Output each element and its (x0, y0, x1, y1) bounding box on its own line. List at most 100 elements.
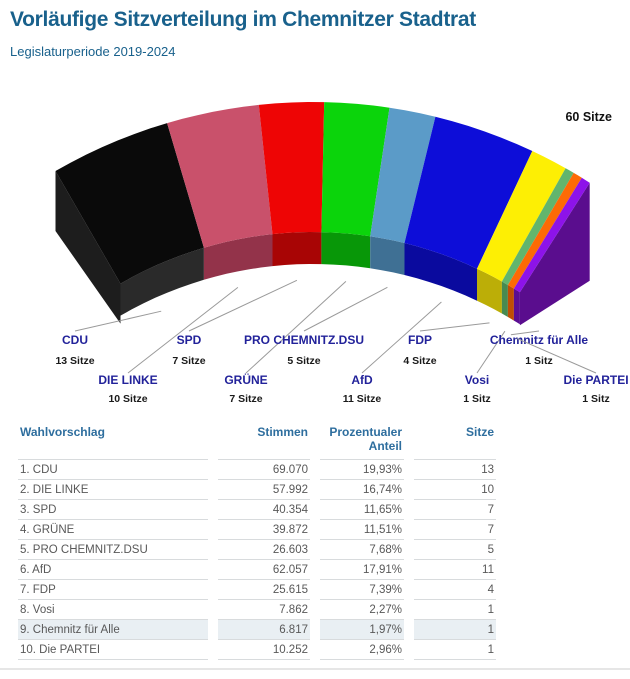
chart-seat-count-label: 1 Sitz (582, 393, 609, 405)
chart-inner-wall (513, 288, 520, 325)
results-table-header-row: Wahlvorschlag Stimmen Prozentualer Antei… (18, 423, 496, 460)
cell-party: 7. FDP (18, 580, 208, 600)
chart-seat-count-label: 7 Sitze (229, 393, 262, 405)
cell-party: 9. Chemnitz für Alle (18, 620, 208, 640)
table-row[interactable]: 2. DIE LINKE 57.992 16,74% 10 (18, 480, 496, 500)
page-header: Vorläufige Sitzverteilung im Chemnitzer … (10, 8, 620, 59)
chart-party-label: Vosi (465, 373, 489, 387)
chart-segment (370, 107, 436, 243)
cell-percent: 11,51% (320, 520, 404, 540)
leader-line (245, 281, 347, 374)
chart-inner-wall (120, 247, 204, 316)
seat-chart-svg: CDU 13 Sitze DIE LINKE 10 Sitze SPD 7 Sitze GR… (55, 102, 629, 405)
chart-segment (507, 172, 582, 289)
cell-seats: 1 (414, 640, 496, 660)
table-row[interactable]: 7. FDP 25.615 7,39% 4 (18, 580, 496, 600)
bottom-divider (0, 668, 630, 670)
cell-seats: 5 (414, 540, 496, 560)
table-row[interactable]: 6. AfD 62.057 17,91% 11 (18, 560, 496, 580)
cell-votes: 40.354 (218, 500, 310, 520)
leader-line (188, 279, 298, 332)
leader-line (127, 287, 239, 374)
leader-line (476, 330, 506, 374)
chart-party-label: AfD (351, 373, 373, 387)
cell-votes: 39.872 (218, 520, 310, 540)
cell-seats: 13 (414, 460, 496, 480)
cell-party: 5. PRO CHEMNITZ.DSU (18, 540, 208, 560)
chart-seat-count-label: 10 Sitze (108, 393, 147, 405)
chart-party-label: GRÜNE (224, 372, 267, 387)
chart-seat-count-label: 7 Sitze (172, 355, 205, 367)
cell-percent: 19,93% (320, 460, 404, 480)
chart-seat-count-label: 13 Sitze (55, 355, 94, 367)
cell-votes: 25.615 (218, 580, 310, 600)
cell-party: 6. AfD (18, 560, 208, 580)
chart-segment (404, 116, 533, 269)
chart-inner-wall (370, 236, 405, 275)
chart-inner-wall (477, 268, 502, 314)
cell-votes: 69.070 (218, 460, 310, 480)
cell-party: 2. DIE LINKE (18, 480, 208, 500)
page-subtitle: Legislaturperiode 2019-2024 (10, 44, 176, 59)
cell-party: 3. SPD (18, 500, 208, 520)
chart-segment (55, 123, 204, 284)
cell-percent: 16,74% (320, 480, 404, 500)
chart-seat-count-label: 1 Sitz (463, 393, 490, 405)
cell-votes: 62.057 (218, 560, 310, 580)
leader-line (516, 337, 597, 374)
chart-segment (501, 168, 574, 285)
cell-percent: 7,68% (320, 540, 404, 560)
cell-party: 10. Die PARTEI (18, 640, 208, 660)
column-header-wahlvorschlag: Wahlvorschlag (18, 423, 208, 460)
column-header-stimmen: Stimmen (218, 423, 310, 460)
chart-party-label: Die PARTEI (563, 373, 628, 387)
leader-line (419, 322, 490, 332)
chart-seat-count-label: 11 Sitze (343, 393, 382, 405)
leader-line (74, 310, 162, 332)
table-row[interactable]: 5. PRO CHEMNITZ.DSU 26.603 7,68% 5 (18, 540, 496, 560)
chart-party-label: SPD (177, 333, 202, 347)
chart-segment (258, 102, 325, 235)
chart-inner-wall (321, 232, 371, 269)
chart-inner-wall (272, 232, 322, 267)
cell-party: 8. Vosi (18, 600, 208, 620)
chart-segment (513, 177, 590, 293)
chart-right-end-cap (519, 182, 590, 326)
chart-segment (321, 102, 390, 237)
leader-line (361, 301, 442, 374)
table-row[interactable]: 1. CDU 69.070 19,93% 13 (18, 460, 496, 480)
chart-party-label: Chemnitz für Alle (490, 333, 589, 347)
chart-seat-count-label: 5 Sitze (287, 355, 320, 367)
chart-segment (477, 151, 566, 282)
cell-percent: 11,65% (320, 500, 404, 520)
cell-seats: 1 (414, 620, 496, 640)
cell-votes: 6.817 (218, 620, 310, 640)
chart-party-label: PRO CHEMNITZ.DSU (244, 333, 364, 347)
cell-seats: 10 (414, 480, 496, 500)
table-row[interactable]: 10. Die PARTEI 10.252 2,96% 1 (18, 640, 496, 660)
table-row[interactable]: 9. Chemnitz für Alle 6.817 1,97% 1 (18, 620, 496, 640)
cell-percent: 2,96% (320, 640, 404, 660)
cell-votes: 10.252 (218, 640, 310, 660)
column-header-sitze: Sitze (414, 423, 496, 460)
cell-seats: 11 (414, 560, 496, 580)
chart-left-side-face (55, 171, 121, 324)
cell-seats: 4 (414, 580, 496, 600)
chart-inner-wall (507, 285, 514, 321)
cell-seats: 7 (414, 500, 496, 520)
cell-percent: 1,97% (320, 620, 404, 640)
cell-seats: 1 (414, 600, 496, 620)
cell-votes: 7.862 (218, 600, 310, 620)
chart-party-label: FDP (408, 333, 432, 347)
table-row[interactable]: 4. GRÜNE 39.872 11,51% 7 (18, 520, 496, 540)
chart-total-seats-label: 60 Sitze (565, 110, 612, 124)
chart-seat-count-label: 4 Sitze (403, 355, 436, 367)
leader-line (510, 330, 540, 336)
results-table: Wahlvorschlag Stimmen Prozentualer Antei… (8, 423, 506, 660)
cell-party: 1. CDU (18, 460, 208, 480)
column-header-prozentualer-anteil: Prozentualer Anteil (320, 423, 404, 460)
chart-party-label: CDU (62, 333, 88, 347)
table-row[interactable]: 8. Vosi 7.862 2,27% 1 (18, 600, 496, 620)
cell-percent: 7,39% (320, 580, 404, 600)
table-row[interactable]: 3. SPD 40.354 11,65% 7 (18, 500, 496, 520)
